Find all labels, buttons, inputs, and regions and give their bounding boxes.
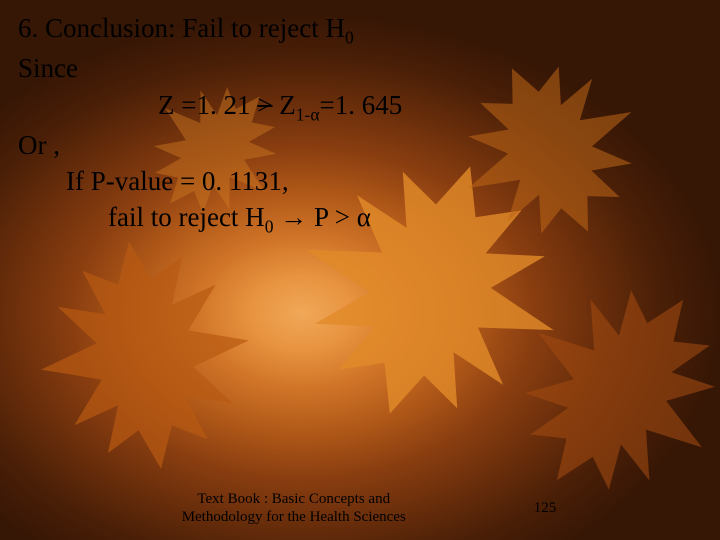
conclusion-text: 6. Conclusion: Fail to reject H [18, 13, 345, 43]
footer-textbook: Text Book : Basic Concepts and Methodolo… [164, 490, 424, 526]
line-conclusion: 6. Conclusion: Fail to reject H0 [18, 10, 702, 50]
z-crit-value: =1. 645 [320, 90, 403, 120]
line-zcompare: Z =1. 21 > Z1-α=1. 645 [18, 87, 702, 127]
z-value: Z =1. 21 [158, 90, 257, 120]
decision-text: fail to reject H0 → P > α [18, 199, 371, 239]
not-greater: > [257, 90, 272, 120]
z-crit-label: Z [272, 90, 295, 120]
z-crit-sub: 1-α [296, 104, 320, 124]
line-pvalue: If P-value = 0. 1131, [18, 163, 702, 199]
slide: 6. Conclusion: Fail to reject H0 Since Z… [0, 0, 720, 540]
slide-body: 6. Conclusion: Fail to reject H0 Since Z… [18, 10, 702, 240]
page-number: 125 [534, 500, 557, 517]
h0-sub: 0 [345, 27, 354, 47]
line-decision: fail to reject H0 → P > α [18, 199, 702, 239]
slide-footer: Text Book : Basic Concepts and Methodolo… [0, 490, 720, 526]
line-or: Or , [18, 127, 702, 163]
line-since: Since [18, 50, 702, 86]
